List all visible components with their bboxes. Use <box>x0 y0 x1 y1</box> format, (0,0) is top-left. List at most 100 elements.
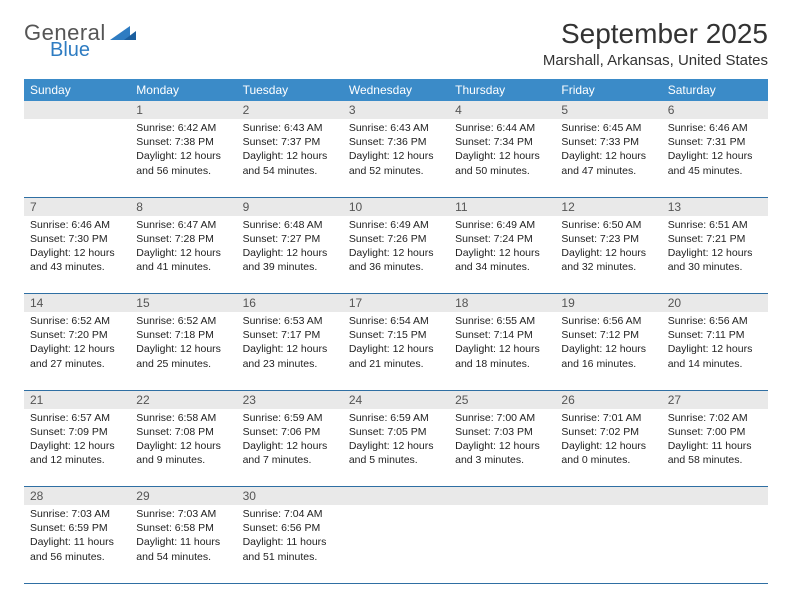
daylight: Daylight: 12 hours and 23 minutes. <box>243 342 337 370</box>
sunrise: Sunrise: 6:58 AM <box>136 411 230 425</box>
day-cell: Sunrise: 7:03 AMSunset: 6:58 PMDaylight:… <box>130 505 236 583</box>
daynum: 24 <box>343 390 449 409</box>
day-cell: Sunrise: 6:51 AMSunset: 7:21 PMDaylight:… <box>662 216 768 294</box>
daylight: Daylight: 12 hours and 18 minutes. <box>455 342 549 370</box>
week-row: Sunrise: 7:03 AMSunset: 6:59 PMDaylight:… <box>24 505 768 583</box>
sunrise: Sunrise: 6:48 AM <box>243 218 337 232</box>
week-row: Sunrise: 6:52 AMSunset: 7:20 PMDaylight:… <box>24 312 768 390</box>
daylight: Daylight: 12 hours and 0 minutes. <box>561 439 655 467</box>
sunset: Sunset: 7:27 PM <box>243 232 337 246</box>
daynum-row: 21 22 23 24 25 26 27 <box>24 390 768 409</box>
day-cell: Sunrise: 6:42 AMSunset: 7:38 PMDaylight:… <box>130 119 236 197</box>
sunrise: Sunrise: 7:01 AM <box>561 411 655 425</box>
day-cell: Sunrise: 6:59 AMSunset: 7:06 PMDaylight:… <box>237 409 343 487</box>
sunset: Sunset: 7:36 PM <box>349 135 443 149</box>
week-row: Sunrise: 6:46 AMSunset: 7:30 PMDaylight:… <box>24 216 768 294</box>
daynum: 30 <box>237 487 343 506</box>
day-cell: Sunrise: 7:02 AMSunset: 7:00 PMDaylight:… <box>662 409 768 487</box>
sunset: Sunset: 6:58 PM <box>136 521 230 535</box>
sunset: Sunset: 7:03 PM <box>455 425 549 439</box>
daynum: 19 <box>555 294 661 313</box>
daylight: Daylight: 12 hours and 32 minutes. <box>561 246 655 274</box>
dow-sat: Saturday <box>662 79 768 101</box>
title-block: September 2025 Marshall, Arkansas, Unite… <box>543 18 768 69</box>
daynum: 2 <box>237 101 343 119</box>
daylight: Daylight: 12 hours and 12 minutes. <box>30 439 124 467</box>
day-cell: Sunrise: 7:04 AMSunset: 6:56 PMDaylight:… <box>237 505 343 583</box>
logo-mark-icon <box>110 22 136 47</box>
day-cell: Sunrise: 6:43 AMSunset: 7:36 PMDaylight:… <box>343 119 449 197</box>
daylight: Daylight: 12 hours and 16 minutes. <box>561 342 655 370</box>
sunrise: Sunrise: 6:57 AM <box>30 411 124 425</box>
daylight: Daylight: 12 hours and 45 minutes. <box>668 149 762 177</box>
daynum <box>449 487 555 506</box>
daynum: 4 <box>449 101 555 119</box>
daylight: Daylight: 11 hours and 56 minutes. <box>30 535 124 563</box>
day-cell <box>449 505 555 583</box>
sunset: Sunset: 7:08 PM <box>136 425 230 439</box>
day-cell <box>24 119 130 197</box>
sunset: Sunset: 7:14 PM <box>455 328 549 342</box>
dow-sun: Sunday <box>24 79 130 101</box>
daylight: Daylight: 11 hours and 58 minutes. <box>668 439 762 467</box>
sunset: Sunset: 7:20 PM <box>30 328 124 342</box>
sunset: Sunset: 7:17 PM <box>243 328 337 342</box>
dow-mon: Monday <box>130 79 236 101</box>
week-row: Sunrise: 6:42 AMSunset: 7:38 PM Daylight:… <box>24 119 768 197</box>
daynum: 23 <box>237 390 343 409</box>
daylight: Daylight: 12 hours and 27 minutes. <box>30 342 124 370</box>
daylight: Daylight: 12 hours and 5 minutes. <box>349 439 443 467</box>
daylight: Daylight: 12 hours and 14 minutes. <box>668 342 762 370</box>
sunrise: Sunrise: 6:42 AM <box>136 121 230 135</box>
sunset: Sunset: 7:28 PM <box>136 232 230 246</box>
sunset: Sunset: 7:11 PM <box>668 328 762 342</box>
sunset: Sunset: 7:24 PM <box>455 232 549 246</box>
daylight: Daylight: 12 hours and 54 minutes. <box>243 149 337 177</box>
sunrise: Sunrise: 7:03 AM <box>136 507 230 521</box>
dow-thu: Thursday <box>449 79 555 101</box>
daynum: 12 <box>555 197 661 216</box>
daylight: Daylight: 12 hours and 52 minutes. <box>349 149 443 177</box>
daynum: 25 <box>449 390 555 409</box>
day-cell: Sunrise: 6:50 AMSunset: 7:23 PMDaylight:… <box>555 216 661 294</box>
day-cell: Sunrise: 7:01 AMSunset: 7:02 PMDaylight:… <box>555 409 661 487</box>
sunrise: Sunrise: 6:52 AM <box>136 314 230 328</box>
sunrise: Sunrise: 6:55 AM <box>455 314 549 328</box>
daynum: 8 <box>130 197 236 216</box>
sunset: Sunset: 7:00 PM <box>668 425 762 439</box>
sunset: Sunset: 7:18 PM <box>136 328 230 342</box>
daynum: 16 <box>237 294 343 313</box>
daylight: Daylight: 12 hours and 39 minutes. <box>243 246 337 274</box>
daynum: 22 <box>130 390 236 409</box>
sunrise: Sunrise: 6:51 AM <box>668 218 762 232</box>
day-cell: Sunrise: 6:49 AMSunset: 7:26 PMDaylight:… <box>343 216 449 294</box>
daynum-row: 1 2 3 4 5 6 <box>24 101 768 119</box>
daynum-row: 7 8 9 10 11 12 13 <box>24 197 768 216</box>
daylight: Daylight: 12 hours and 43 minutes. <box>30 246 124 274</box>
daynum <box>24 101 130 119</box>
day-cell: Sunrise: 6:56 AMSunset: 7:11 PMDaylight:… <box>662 312 768 390</box>
week-row: Sunrise: 6:57 AMSunset: 7:09 PMDaylight:… <box>24 409 768 487</box>
sunset: Sunset: 7:37 PM <box>243 135 337 149</box>
daylight: Daylight: 12 hours and 50 minutes. <box>455 149 549 177</box>
sunset: Sunset: 7:23 PM <box>561 232 655 246</box>
daylight: Daylight: 12 hours and 7 minutes. <box>243 439 337 467</box>
daynum: 5 <box>555 101 661 119</box>
daynum-row: 14 15 16 17 18 19 20 <box>24 294 768 313</box>
sunset: Sunset: 7:30 PM <box>30 232 124 246</box>
daynum <box>343 487 449 506</box>
sunrise: Sunrise: 6:45 AM <box>561 121 655 135</box>
daynum: 1 <box>130 101 236 119</box>
sunset: Sunset: 7:21 PM <box>668 232 762 246</box>
sunrise: Sunrise: 6:53 AM <box>243 314 337 328</box>
dow-fri: Friday <box>555 79 661 101</box>
sunrise: Sunrise: 6:49 AM <box>349 218 443 232</box>
day-cell: Sunrise: 6:52 AMSunset: 7:18 PMDaylight:… <box>130 312 236 390</box>
daynum: 20 <box>662 294 768 313</box>
sunrise: Sunrise: 6:56 AM <box>561 314 655 328</box>
daylight: Daylight: 12 hours and 36 minutes. <box>349 246 443 274</box>
sunset: Sunset: 7:38 PM <box>136 135 230 149</box>
dow-wed: Wednesday <box>343 79 449 101</box>
daynum: 6 <box>662 101 768 119</box>
logo: General Blue <box>24 18 136 60</box>
